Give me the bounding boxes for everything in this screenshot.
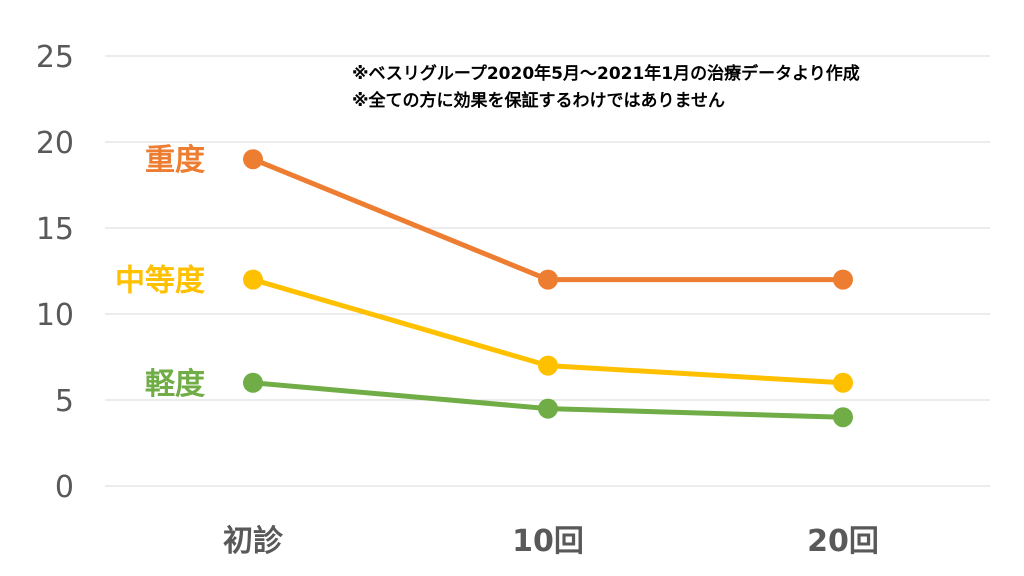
y-axis-ticks: 0 5 10 15 20 25 xyxy=(36,40,74,505)
series-label: 重度 xyxy=(145,143,205,178)
data-point xyxy=(833,407,853,428)
y-tick-label: 20 xyxy=(36,126,74,161)
y-tick-label: 15 xyxy=(36,212,74,247)
data-point xyxy=(538,269,558,290)
annotation-disclaimer: ※全ての方に効果を保証するわけではありません xyxy=(352,90,725,111)
y-tick-label: 0 xyxy=(55,470,74,505)
x-axis-ticks: 初診 10回 20回 xyxy=(223,524,879,559)
gridlines xyxy=(105,55,990,487)
data-point xyxy=(243,269,263,290)
data-point xyxy=(538,398,558,419)
x-tick-label: 10回 xyxy=(512,524,584,559)
data-point xyxy=(243,372,263,393)
series-label: 中等度 xyxy=(115,264,205,299)
series-points xyxy=(243,149,853,428)
data-point xyxy=(538,355,558,376)
y-tick-label: 10 xyxy=(36,298,74,333)
y-tick-label: 25 xyxy=(36,40,74,75)
annotation-source: ※ベスリグループ2020年5月〜2021年1月の治療データより作成 xyxy=(352,63,860,84)
x-tick-label: 初診 xyxy=(223,524,284,559)
x-tick-label: 20回 xyxy=(807,524,879,559)
data-point xyxy=(833,269,853,290)
series-line xyxy=(252,156,843,283)
data-point xyxy=(243,149,263,170)
y-tick-label: 5 xyxy=(55,384,74,419)
series-label: 軽度 xyxy=(145,367,205,402)
data-point xyxy=(833,372,853,393)
